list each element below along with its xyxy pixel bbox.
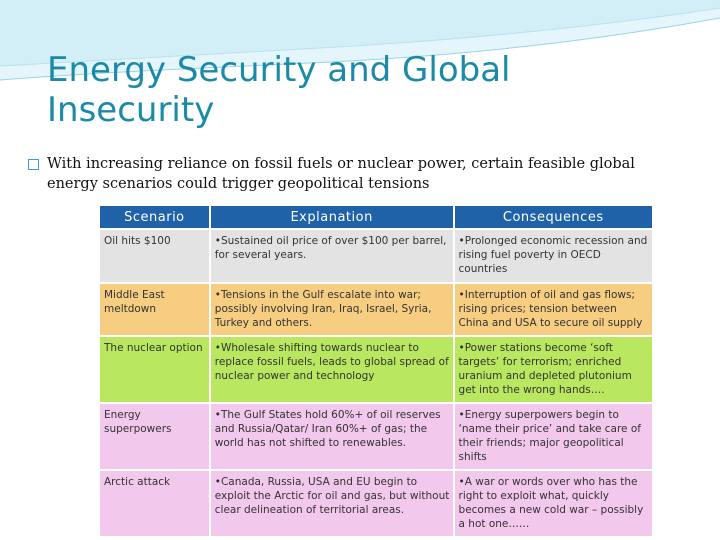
cell-explanation: •Sustained oil price of over $100 per ba… <box>210 230 453 282</box>
cell-consequences: •Interruption of oil and gas flows; risi… <box>454 284 652 335</box>
table-row: The nuclear option •Wholesale shifting t… <box>100 337 652 402</box>
cell-consequences: •Energy superpowers begin to ‘name their… <box>454 404 652 469</box>
table-header-row: Scenario Explanation Consequences <box>100 206 652 228</box>
table-row: Energy superpowers •The Gulf States hold… <box>100 404 652 469</box>
header-scenario: Scenario <box>100 206 209 228</box>
header-explanation: Explanation <box>210 206 453 228</box>
scenario-table: Scenario Explanation Consequences Oil hi… <box>98 204 654 538</box>
cell-explanation: •Wholesale shifting towards nuclear to r… <box>210 337 453 402</box>
cell-consequences: •Prolonged economic recession and rising… <box>454 230 652 282</box>
table-row: Middle East meltdown •Tensions in the Gu… <box>100 284 652 335</box>
header-consequences: Consequences <box>454 206 652 228</box>
cell-scenario: Middle East meltdown <box>100 284 209 335</box>
cell-explanation: •Tensions in the Gulf escalate into war;… <box>210 284 453 335</box>
bullet-text: With increasing reliance on fossil fuels… <box>47 156 635 192</box>
cell-explanation: •Canada, Russia, USA and EU begin to exp… <box>210 471 453 536</box>
cell-scenario: Arctic attack <box>100 471 209 536</box>
bullet-point: With increasing reliance on fossil fuels… <box>28 154 688 194</box>
cell-scenario: Energy superpowers <box>100 404 209 469</box>
cell-consequences: •Power stations become ‘soft targets’ fo… <box>454 337 652 402</box>
slide-title: Energy Security and Global Insecurity <box>47 50 511 130</box>
cell-scenario: The nuclear option <box>100 337 209 402</box>
table-row: Oil hits $100 •Sustained oil price of ov… <box>100 230 652 282</box>
cell-explanation: •The Gulf States hold 60%+ of oil reserv… <box>210 404 453 469</box>
table-row: Arctic attack •Canada, Russia, USA and E… <box>100 471 652 536</box>
decorative-wave-header <box>0 0 720 81</box>
cell-consequences: •A war or words over who has the right t… <box>454 471 652 536</box>
cell-scenario: Oil hits $100 <box>100 230 209 282</box>
bullet-square-icon <box>28 159 39 170</box>
